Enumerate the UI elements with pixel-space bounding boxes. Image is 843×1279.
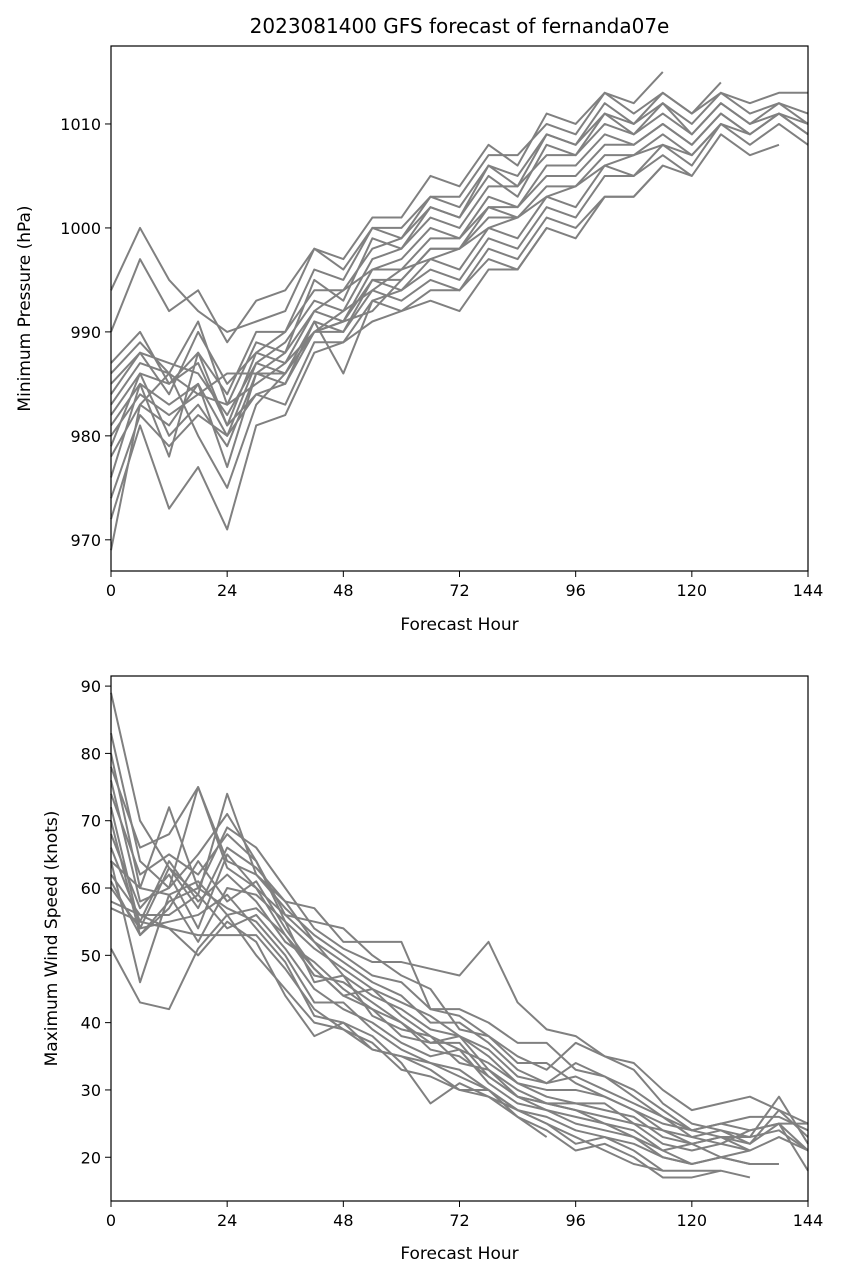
series-line-15 bbox=[110, 227, 548, 531]
x-tick-label: 120 bbox=[677, 1211, 708, 1230]
series-line-10 bbox=[110, 847, 751, 1152]
pressure-chart: 2023081400 GFS forecast of fernanda07e 0… bbox=[15, 14, 823, 635]
x-axis-label: Forecast Hour bbox=[400, 1244, 518, 1264]
x-tick-label: 144 bbox=[793, 581, 824, 600]
x-tick-label: 144 bbox=[793, 1211, 824, 1230]
plot-frame bbox=[110, 675, 809, 1202]
x-tick-label: 96 bbox=[565, 1211, 585, 1230]
series-line-12 bbox=[110, 133, 780, 469]
series-line-16 bbox=[110, 206, 518, 551]
y-axis-label: Minimum Pressure (hPa) bbox=[15, 205, 35, 411]
plot-frame bbox=[110, 45, 809, 572]
x-tick-label: 24 bbox=[217, 1211, 237, 1230]
y-tick-label: 50 bbox=[81, 946, 101, 965]
x-tick-label: 96 bbox=[565, 581, 585, 600]
series-line-3 bbox=[110, 753, 809, 1125]
y-tick-label: 970 bbox=[70, 531, 101, 550]
y-tick-label: 990 bbox=[70, 323, 101, 342]
wind-chart: 0 24 48 72 96 120 144 20 30 40 50 60 70 80 90 Forecas… bbox=[42, 675, 823, 1264]
y-tick-label: 60 bbox=[81, 879, 101, 898]
y-tick-label: 70 bbox=[81, 812, 101, 831]
series-line-2 bbox=[110, 81, 722, 344]
y-axis-label: Maximum Wind Speed (knots) bbox=[42, 811, 62, 1067]
x-tick-label: 48 bbox=[333, 1211, 353, 1230]
y-tick-label: 90 bbox=[81, 677, 101, 696]
y-tick-label: 30 bbox=[81, 1081, 101, 1100]
series-line-11 bbox=[110, 860, 809, 1159]
series-line-16 bbox=[110, 907, 548, 1138]
y-tick-label: 1000 bbox=[60, 219, 101, 238]
x-axis-ticks: 0 24 48 72 96 120 144 bbox=[106, 571, 823, 600]
series-line-13 bbox=[110, 164, 693, 478]
series-line-5 bbox=[110, 780, 809, 1145]
series-line-14 bbox=[110, 887, 751, 1179]
series-line-12 bbox=[110, 873, 751, 1165]
x-axis-label: Forecast Hour bbox=[400, 615, 518, 635]
x-tick-label: 0 bbox=[106, 1211, 116, 1230]
chart-title: 2023081400 GFS forecast of fernanda07e bbox=[250, 14, 670, 38]
series-line-6 bbox=[110, 102, 809, 417]
y-tick-label: 980 bbox=[70, 427, 101, 446]
y-tick-label: 40 bbox=[81, 1014, 101, 1033]
series-line-14 bbox=[110, 164, 664, 499]
y-tick-label: 80 bbox=[81, 744, 101, 763]
y-axis-ticks: 20 30 40 50 60 70 80 90 bbox=[81, 677, 111, 1167]
x-tick-label: 72 bbox=[449, 581, 469, 600]
series-line-3 bbox=[110, 91, 808, 396]
series-line-17 bbox=[110, 913, 664, 1172]
x-tick-label: 48 bbox=[333, 581, 353, 600]
series-line-18 bbox=[110, 860, 693, 1165]
x-tick-label: 72 bbox=[449, 1211, 469, 1230]
pressure-series-lines bbox=[110, 71, 809, 551]
series-line-4 bbox=[110, 766, 809, 1145]
y-tick-label: 20 bbox=[81, 1148, 101, 1167]
y-axis-ticks: 970 980 990 1000 1010 bbox=[60, 115, 111, 550]
y-tick-label: 1010 bbox=[60, 115, 101, 134]
series-line-6 bbox=[110, 793, 809, 1152]
series-line-7 bbox=[110, 807, 809, 1152]
series-line-1 bbox=[110, 71, 664, 333]
x-tick-label: 24 bbox=[217, 581, 237, 600]
x-axis-ticks: 0 24 48 72 96 120 144 bbox=[106, 1201, 823, 1230]
x-tick-label: 0 bbox=[106, 581, 116, 600]
series-line-7 bbox=[110, 112, 809, 406]
wind-series-lines bbox=[110, 692, 809, 1179]
series-line-15 bbox=[110, 900, 722, 1179]
x-tick-label: 120 bbox=[677, 581, 708, 600]
